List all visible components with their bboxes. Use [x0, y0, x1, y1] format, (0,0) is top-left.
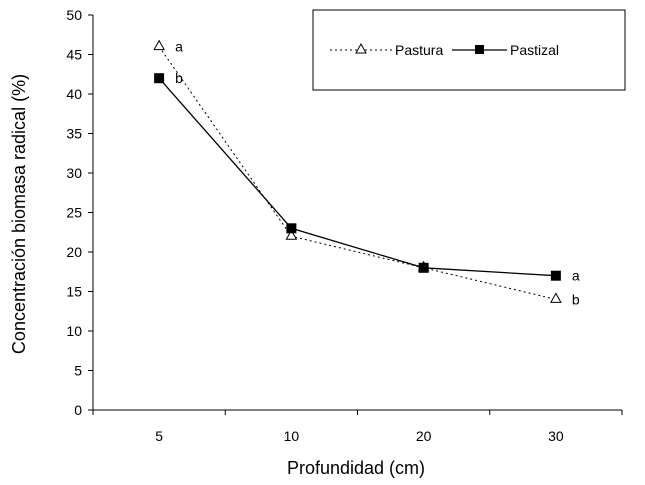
y-axis-ticks: 0 5 10 15 20 25 30 35 40 45 50 — [66, 7, 93, 418]
y-tick-label: 15 — [66, 284, 82, 300]
x-tick-label: 20 — [416, 428, 432, 444]
y-tick-label: 10 — [66, 323, 82, 339]
data-point-pastizal — [418, 262, 429, 273]
data-point-pastizal — [154, 73, 165, 84]
legend: Pastura Pastizal — [312, 9, 626, 91]
series-pastizal: ba — [154, 70, 580, 284]
y-axis-title: Concentración biomasa radical (%) — [9, 74, 29, 354]
y-tick-label: 5 — [74, 363, 82, 379]
y-tick-label: 40 — [66, 86, 82, 102]
data-point-pastura — [153, 39, 165, 51]
legend-label-pastizal: Pastizal — [510, 42, 559, 58]
data-point-pastizal — [286, 223, 297, 234]
data-point-pastura — [550, 292, 562, 303]
y-tick-label: 50 — [66, 7, 82, 23]
y-tick-label: 45 — [66, 47, 82, 63]
y-tick-label: 0 — [74, 402, 82, 418]
series-line-pastizal — [158, 77, 556, 277]
data-point-pastura — [285, 229, 298, 240]
series-line-pastura — [158, 46, 556, 300]
x-tick-label: 30 — [548, 428, 564, 444]
y-tick-label: 30 — [66, 165, 82, 181]
x-tick-label: 5 — [155, 428, 163, 444]
significance-label-pastura: b — [572, 291, 580, 307]
x-tick-label: 10 — [284, 428, 300, 444]
significance-label-pastizal: b — [175, 70, 183, 86]
significance-label-pastizal: a — [572, 268, 580, 284]
x-axis-ticks: 5 10 20 30 — [92, 410, 623, 444]
legend-marker-pastizal — [475, 45, 484, 54]
legend-label-pastura: Pastura — [395, 42, 443, 58]
y-tick-label: 35 — [66, 126, 82, 142]
significance-label-pastura: a — [175, 39, 183, 55]
legend-marker-pastura — [355, 42, 367, 54]
y-tick-label: 25 — [66, 205, 82, 221]
data-point-pastizal — [550, 270, 561, 281]
y-tick-label: 20 — [66, 244, 82, 260]
x-axis-title: Profundidad (cm) — [287, 458, 425, 478]
